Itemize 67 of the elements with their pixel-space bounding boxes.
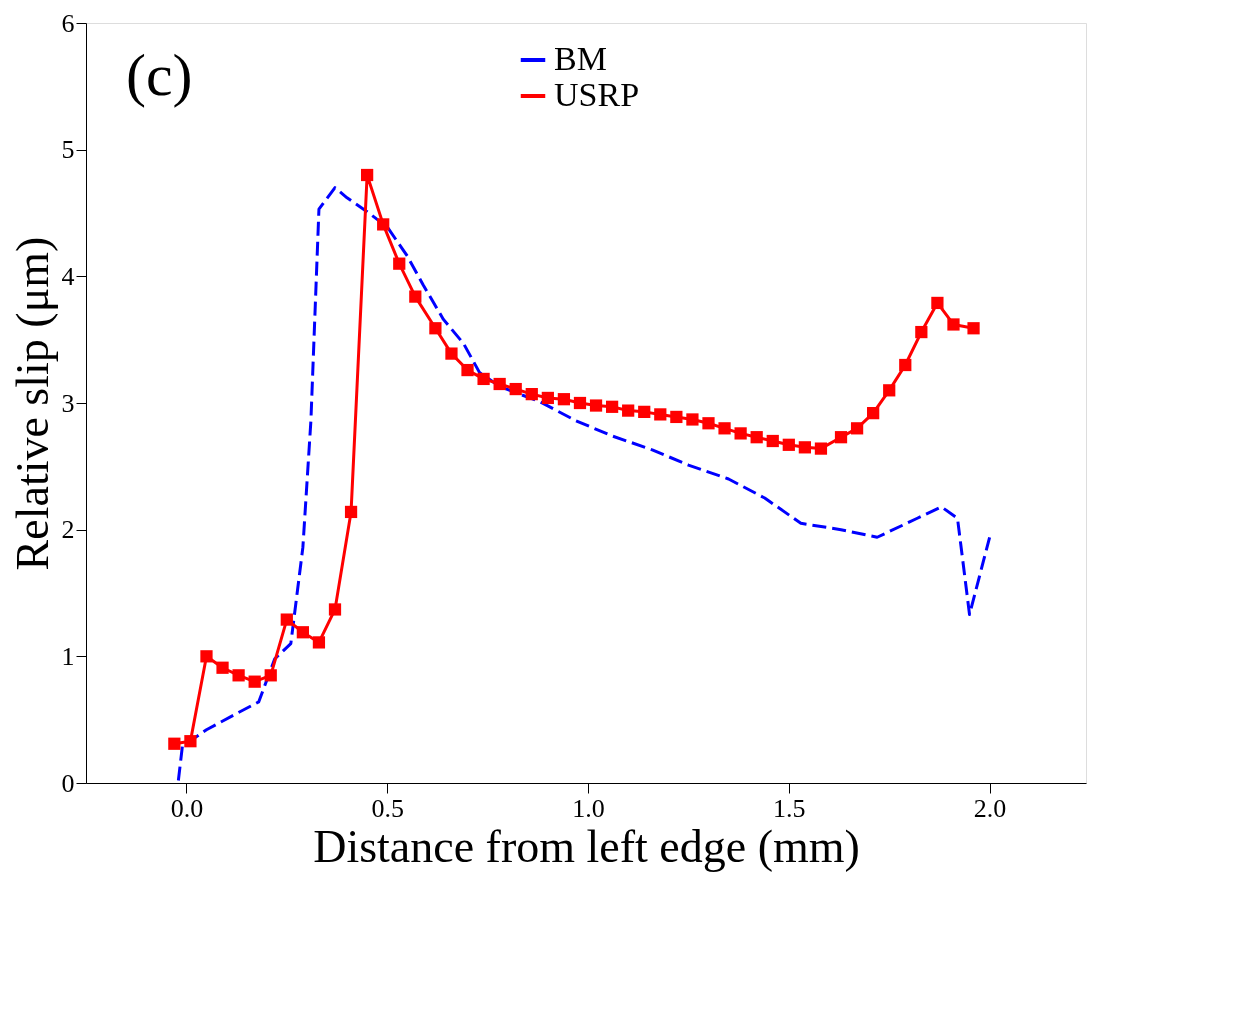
point (947, 318, 960, 331)
point (184, 735, 197, 748)
point (477, 372, 490, 386)
point (814, 442, 828, 455)
point (967, 322, 980, 335)
point (541, 391, 554, 405)
point (750, 431, 763, 444)
point (264, 669, 277, 682)
y-tick-label: 0 (61, 768, 75, 798)
point (393, 257, 406, 270)
point (409, 290, 422, 303)
x-tick-label: 0.0 (170, 793, 204, 823)
point (654, 408, 667, 421)
x-tick-label: 1.0 (572, 793, 605, 823)
point (377, 218, 390, 231)
point (509, 382, 522, 396)
point (686, 413, 699, 426)
point (445, 347, 458, 360)
point (344, 505, 358, 519)
x-tick-label: 1.5 (773, 793, 806, 823)
point (798, 441, 811, 454)
point (766, 434, 779, 448)
point (200, 650, 213, 663)
y-tick-label: 2 (61, 515, 75, 545)
point (899, 358, 912, 372)
point (312, 636, 326, 649)
y-tick-label: 5 (61, 135, 75, 165)
point (296, 626, 309, 639)
point (718, 422, 731, 435)
point (168, 737, 181, 750)
annotation: (c) (126, 42, 193, 108)
legend-label: BM (554, 40, 607, 77)
point (589, 399, 603, 412)
point (461, 363, 474, 377)
point (915, 325, 928, 339)
point (605, 400, 619, 413)
y-tick-label: 6 (61, 8, 75, 38)
point (429, 322, 442, 335)
point (834, 431, 848, 444)
y-tick-label: 1 (61, 641, 75, 671)
x-tick-label: 0.5 (371, 793, 404, 823)
point (328, 603, 342, 616)
y-axis-title: Relative slip (μm) (6, 236, 58, 571)
legend-label: USRP (554, 76, 640, 113)
point (850, 422, 864, 435)
y-tick-label: 4 (61, 261, 75, 291)
point (248, 675, 261, 688)
point (622, 404, 635, 417)
point (734, 427, 747, 440)
point (493, 377, 506, 391)
point (670, 410, 683, 424)
point (232, 669, 245, 682)
point (638, 405, 651, 418)
point (883, 384, 896, 397)
point (782, 438, 795, 451)
x-axis-title: Distance from left edge (mm) (313, 820, 860, 872)
point (216, 661, 229, 674)
point (867, 407, 880, 420)
y-tick-label: 3 (61, 388, 75, 418)
point (525, 388, 538, 401)
x-tick-label: 2.0 (973, 793, 1007, 823)
point (573, 396, 587, 410)
point (557, 393, 571, 406)
point (702, 417, 715, 430)
point (931, 296, 944, 310)
point (361, 168, 374, 182)
point (280, 613, 293, 626)
